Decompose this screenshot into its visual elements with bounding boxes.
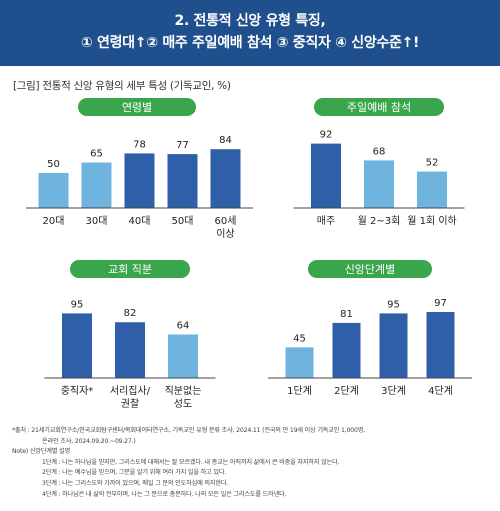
data-label: 65 xyxy=(90,149,103,160)
chart-title-pill: 교회 직분 xyxy=(70,260,190,278)
bar xyxy=(62,313,92,378)
figure-title: [그림] 전통적 신앙 유형의 세부 특성 (기독교인, %) xyxy=(13,80,231,92)
data-label: 78 xyxy=(133,139,146,150)
category-label: 직분없는 성도 xyxy=(165,384,202,410)
chart-title-pill-bg xyxy=(78,98,196,116)
chart-title-pill-bg xyxy=(314,98,444,116)
data-label: 68 xyxy=(373,146,386,157)
bar xyxy=(38,173,69,208)
chart-title-pill-bg xyxy=(308,260,432,278)
chart-service-attendance-svg: 주일예배 참석 92 매주 68 월 2~3회 52 월 1회 이하 xyxy=(293,98,465,227)
category-label: 서리집사/권찰 xyxy=(110,385,151,410)
bar xyxy=(81,162,112,208)
data-label: 92 xyxy=(320,130,333,141)
chart-age: 연령별 50 20대 65 30대 78 40대 77 50대 84 60세 이상 xyxy=(12,96,262,256)
bar xyxy=(168,334,198,378)
category-label: 2단계 xyxy=(334,385,359,397)
data-label: 97 xyxy=(434,298,447,309)
bar xyxy=(167,154,198,208)
bar xyxy=(426,312,455,378)
data-label: 95 xyxy=(71,299,84,310)
chart-church-position-svg: 교회 직분 95 중직자* 82 서리집사/권찰 64 직분없는 성도 xyxy=(44,260,216,410)
category-label: 중직자* xyxy=(61,385,94,397)
data-label: 45 xyxy=(293,333,306,344)
footnote-step1: 1단계 : 나는 하나님을 믿지만, 그리스도에 대해서는 잘 모르겠다. 내 … xyxy=(42,458,340,466)
category-label: 60세 이상 xyxy=(215,215,237,240)
bar xyxy=(124,153,155,208)
chart-title: 연령별 xyxy=(122,101,152,114)
category-label: 매주 xyxy=(317,215,335,227)
bar xyxy=(417,171,447,208)
header-title-line1: 2. 전통적 신앙 유형 특징, xyxy=(174,13,326,29)
footnote-step3: 3단계 : 나는 그리스도와 가까이 있으며, 매일 그 분의 인도하심에 의지… xyxy=(42,479,229,487)
footnote-step2: 2단계 : 나는 예수님을 믿으며, 그분을 알기 위해 여러 가지 일을 하고… xyxy=(42,469,227,477)
data-label: 82 xyxy=(124,308,137,319)
footnote-source-cont: 온라인 조사, 2024.09.20.~09.27.) xyxy=(42,437,136,445)
data-label: 52 xyxy=(426,158,439,169)
data-label: 84 xyxy=(219,135,232,146)
category-label: 1단계 xyxy=(287,385,312,397)
chart-title-pill: 주일예배 참석 xyxy=(314,98,444,116)
bar xyxy=(332,322,361,378)
chart-title-pill: 신앙단계별 xyxy=(308,260,432,278)
chart-title: 교회 직분 xyxy=(108,263,152,276)
category-label: 월 1회 이하 xyxy=(407,214,457,227)
data-label: 77 xyxy=(176,140,189,151)
chart-faith-stage-svg: 신앙단계별 45 1단계 81 2단계 95 3단계 97 4단계 xyxy=(268,260,472,397)
footnote-source: *출처 : 21세기교회연구소/한국교회탐구센터/목회데이터연구소, 기독교인 … xyxy=(12,427,366,434)
category-label: 30대 xyxy=(86,215,108,227)
data-label: 95 xyxy=(387,299,400,310)
footnote-step4: 4단계 : 하나님은 내 삶의 전부이며, 나는 그 분으로 충분하다. 나의 … xyxy=(42,490,287,498)
footnotes: *출처 : 21세기교회연구소/한국교회탐구센터/목회데이터연구소, 기독교인 … xyxy=(12,426,490,500)
category-label: 월 2~3회 xyxy=(358,215,401,227)
category-label: 4단계 xyxy=(428,385,453,397)
data-label: 64 xyxy=(177,320,190,331)
data-label: 50 xyxy=(47,159,60,170)
chart-age-svg: 연령별 50 20대 65 30대 78 40대 77 50대 84 60세 이상 xyxy=(26,98,253,240)
header-title-line2: ① 연령대↑② 매주 주일예배 참석 ③ 중직자 ④ 신앙수준↑! xyxy=(80,35,420,51)
bar xyxy=(285,347,314,378)
chart-title-pill-bg xyxy=(70,260,190,278)
bar xyxy=(311,143,341,208)
chart-title: 신앙단계별 xyxy=(345,263,396,276)
bar xyxy=(210,149,241,208)
chart-church-position: 교회 직분 95 중직자* 82 서리집사/권찰 64 직분없는 성도 xyxy=(25,258,235,423)
bar xyxy=(364,160,394,208)
category-label: 20대 xyxy=(43,215,65,227)
category-label: 50대 xyxy=(172,215,194,227)
footnote-note-title: Note) 신앙단계별 설명 xyxy=(12,448,71,456)
chart-title: 주일예배 참석 xyxy=(347,100,411,114)
bar xyxy=(379,313,408,378)
chart-service-attendance: 주일예배 참석 92 매주 68 월 2~3회 52 월 1회 이하 xyxy=(270,96,488,256)
chart-title-pill: 연령별 xyxy=(78,98,196,116)
data-label: 81 xyxy=(340,309,353,320)
header-banner: 2. 전통적 신앙 유형 특징, ① 연령대↑② 매주 주일예배 참석 ③ 중직… xyxy=(0,0,500,66)
category-label: 3단계 xyxy=(381,385,406,397)
chart-faith-stage: 신앙단계별 45 1단계 81 2단계 95 3단계 97 4단계 xyxy=(252,258,488,423)
bar xyxy=(115,322,145,378)
category-label: 40대 xyxy=(129,215,151,227)
